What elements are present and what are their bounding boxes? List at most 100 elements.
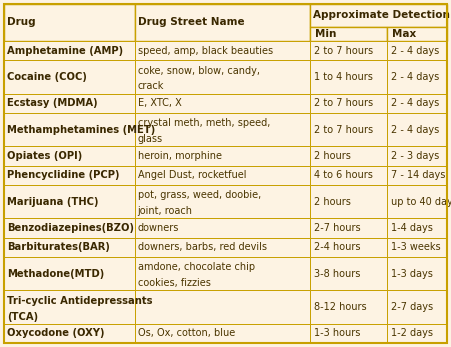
Bar — [4, 218, 135, 238]
Bar — [4, 290, 135, 324]
Bar — [135, 324, 310, 343]
Text: 2 hours: 2 hours — [313, 197, 350, 206]
Text: Approximate Detection Time: Approximate Detection Time — [313, 10, 451, 20]
Bar — [310, 60, 387, 94]
Text: 3-8 hours: 3-8 hours — [313, 269, 360, 279]
Bar — [4, 4, 135, 41]
Bar — [387, 94, 447, 113]
Bar — [4, 113, 135, 146]
Text: Min: Min — [315, 29, 336, 39]
Text: pot, grass, weed, doobie,: pot, grass, weed, doobie, — [138, 190, 261, 200]
Text: Drug: Drug — [7, 17, 36, 27]
Text: Os, Ox, cotton, blue: Os, Ox, cotton, blue — [138, 328, 235, 338]
Bar — [387, 218, 447, 238]
Bar — [310, 166, 387, 185]
Text: E, XTC, X: E, XTC, X — [138, 98, 181, 108]
Bar — [135, 218, 310, 238]
Bar — [135, 4, 310, 41]
Text: glass: glass — [138, 134, 163, 144]
Text: 2-7 days: 2-7 days — [391, 302, 433, 312]
Text: 7 - 14 days: 7 - 14 days — [391, 170, 446, 180]
Text: 1-3 hours: 1-3 hours — [313, 328, 360, 338]
Bar — [4, 257, 135, 290]
Bar — [387, 60, 447, 94]
Bar — [310, 324, 387, 343]
Text: Ecstasy (MDMA): Ecstasy (MDMA) — [7, 98, 97, 108]
Text: 2 to 7 hours: 2 to 7 hours — [313, 98, 373, 108]
Text: (TCA): (TCA) — [7, 312, 38, 322]
Text: speed, amp, black beauties: speed, amp, black beauties — [138, 45, 273, 56]
Text: Angel Dust, rocketfuel: Angel Dust, rocketfuel — [138, 170, 246, 180]
Bar — [387, 238, 447, 257]
Bar — [387, 257, 447, 290]
Bar — [310, 94, 387, 113]
Text: 1-2 days: 1-2 days — [391, 328, 433, 338]
Text: Drug Street Name: Drug Street Name — [138, 17, 244, 27]
Text: Barbiturates(BAR): Barbiturates(BAR) — [7, 242, 110, 252]
Text: joint, roach: joint, roach — [138, 206, 193, 216]
Text: heroin, morphine: heroin, morphine — [138, 151, 222, 161]
Bar — [310, 113, 387, 146]
Text: amdone, chocolate chip: amdone, chocolate chip — [138, 262, 255, 272]
Bar — [4, 94, 135, 113]
Bar — [310, 290, 387, 324]
Bar — [4, 41, 135, 60]
Text: 2 hours: 2 hours — [313, 151, 350, 161]
Bar — [310, 4, 447, 27]
Bar — [135, 166, 310, 185]
Text: Oxycodone (OXY): Oxycodone (OXY) — [7, 328, 105, 338]
Bar — [387, 41, 447, 60]
Text: Tri-cyclic Antidepressants: Tri-cyclic Antidepressants — [7, 296, 152, 306]
Text: Amphetamine (AMP): Amphetamine (AMP) — [7, 45, 123, 56]
Text: 8-12 hours: 8-12 hours — [313, 302, 366, 312]
Text: 2 to 7 hours: 2 to 7 hours — [313, 45, 373, 56]
Text: 2 - 4 days: 2 - 4 days — [391, 45, 439, 56]
Bar — [310, 257, 387, 290]
Bar — [387, 324, 447, 343]
Text: 2-4 hours: 2-4 hours — [313, 242, 360, 252]
Text: coke, snow, blow, candy,: coke, snow, blow, candy, — [138, 66, 260, 76]
Bar — [387, 166, 447, 185]
Text: 1-3 weeks: 1-3 weeks — [391, 242, 441, 252]
Text: 2 - 4 days: 2 - 4 days — [391, 125, 439, 135]
Text: Opiates (OPI): Opiates (OPI) — [7, 151, 82, 161]
Bar — [135, 146, 310, 166]
Bar — [135, 113, 310, 146]
Text: 2 to 7 hours: 2 to 7 hours — [313, 125, 373, 135]
Bar — [387, 113, 447, 146]
Text: cookies, fizzies: cookies, fizzies — [138, 278, 211, 288]
Text: 1-3 days: 1-3 days — [391, 269, 433, 279]
Text: 2 - 4 days: 2 - 4 days — [391, 72, 439, 82]
Text: downers, barbs, red devils: downers, barbs, red devils — [138, 242, 267, 252]
Text: 1-4 days: 1-4 days — [391, 223, 433, 233]
Bar — [135, 41, 310, 60]
Bar — [135, 185, 310, 218]
Text: 4 to 6 hours: 4 to 6 hours — [313, 170, 373, 180]
Bar — [135, 290, 310, 324]
Text: 2 - 3 days: 2 - 3 days — [391, 151, 439, 161]
Bar — [387, 146, 447, 166]
Bar — [387, 27, 447, 41]
Text: up to 40 days: up to 40 days — [391, 197, 451, 206]
Bar — [4, 166, 135, 185]
Bar — [4, 185, 135, 218]
Text: Methamphetamines (MET): Methamphetamines (MET) — [7, 125, 155, 135]
Bar — [310, 185, 387, 218]
Bar — [310, 146, 387, 166]
Bar — [387, 185, 447, 218]
Text: downers: downers — [138, 223, 179, 233]
Text: 2 - 4 days: 2 - 4 days — [391, 98, 439, 108]
Text: Cocaine (COC): Cocaine (COC) — [7, 72, 87, 82]
Bar — [135, 238, 310, 257]
Bar — [135, 94, 310, 113]
Bar — [310, 218, 387, 238]
Text: Benzodiazepines(BZO): Benzodiazepines(BZO) — [7, 223, 134, 233]
Bar — [4, 146, 135, 166]
Text: 1 to 4 hours: 1 to 4 hours — [313, 72, 373, 82]
Bar — [4, 60, 135, 94]
Text: Methadone(MTD): Methadone(MTD) — [7, 269, 104, 279]
Bar — [310, 41, 387, 60]
Text: 2-7 hours: 2-7 hours — [313, 223, 360, 233]
Text: Max: Max — [392, 29, 416, 39]
Text: Marijuana (THC): Marijuana (THC) — [7, 197, 98, 206]
